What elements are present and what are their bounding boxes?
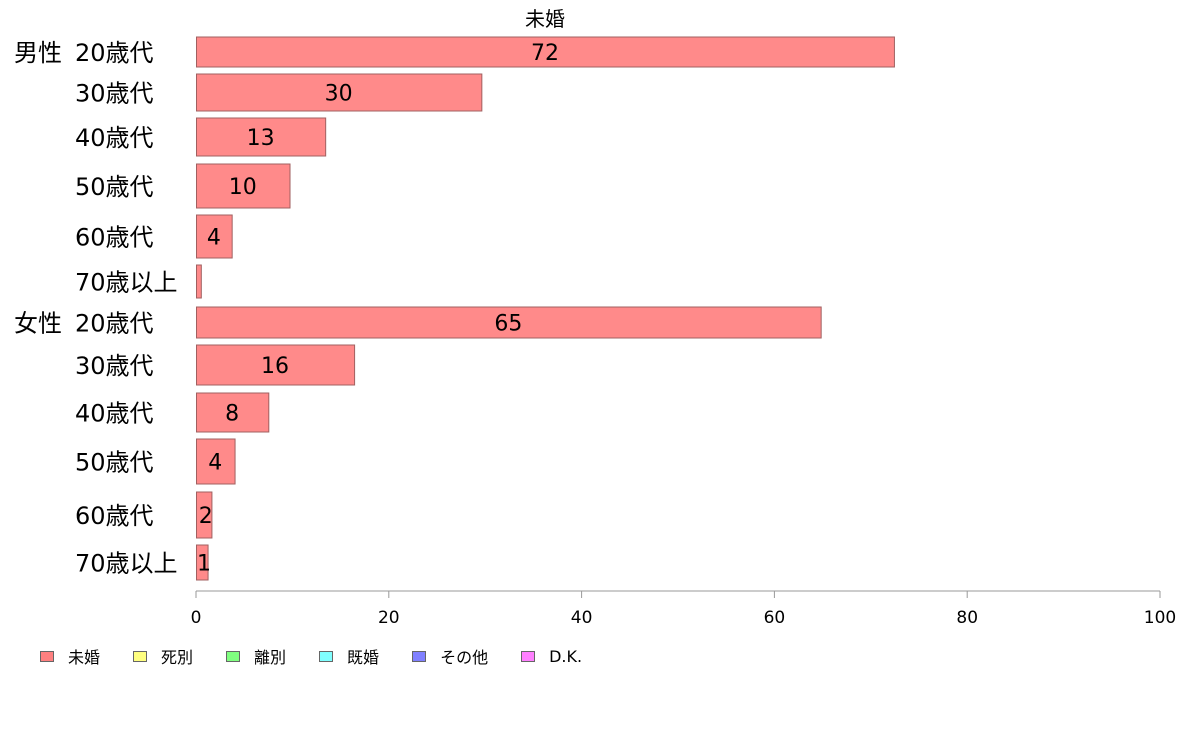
category-label: 20歳代 [75, 39, 154, 67]
data-label: 2 [199, 504, 213, 529]
data-label: 30 [325, 82, 353, 107]
chart-title: 未婚 [525, 7, 565, 31]
legend-label: 未婚 [68, 648, 101, 667]
bar [196, 392, 270, 433]
legend-item: 既婚 [319, 644, 379, 668]
bar [196, 306, 822, 339]
bar [196, 491, 213, 539]
x-tick-label: 60 [764, 608, 786, 628]
legend-label: 既婚 [347, 648, 380, 667]
group-label: 男性 [14, 39, 62, 67]
category-label: 70歳以上 [75, 550, 178, 578]
data-label: 8 [225, 402, 239, 427]
category-label: 20歳代 [75, 310, 154, 338]
legend-item: 離別 [226, 644, 286, 668]
bar [196, 264, 202, 299]
category-label: 50歳代 [75, 173, 154, 201]
category-label: 40歳代 [75, 400, 154, 428]
legend: 未婚 死別 離別 既婚 その他 D.K. [40, 644, 615, 668]
x-tick-label: 40 [571, 608, 593, 628]
x-tick-label: 20 [378, 608, 400, 628]
category-label: 30歳代 [75, 80, 154, 108]
category-label: 70歳以上 [75, 269, 178, 297]
category-label: 30歳代 [75, 352, 154, 380]
bar [196, 214, 233, 259]
x-tick-label: 80 [956, 608, 978, 628]
x-axis: 0 20 40 60 80 100 [191, 590, 1176, 628]
data-label: 4 [207, 226, 221, 251]
legend-swatch [412, 650, 427, 662]
category-label: 40歳代 [75, 124, 154, 152]
bar [196, 438, 236, 485]
data-label: 72 [531, 41, 559, 66]
legend-label: D.K. [549, 646, 583, 666]
group-label: 女性 [14, 310, 62, 338]
bar [196, 163, 291, 209]
x-tick-label: 100 [1144, 608, 1176, 628]
legend-swatch [226, 650, 241, 662]
data-label: 1 [197, 552, 211, 577]
legend-item: その他 [412, 644, 488, 668]
data-label: 13 [247, 126, 275, 151]
bar [196, 36, 895, 68]
data-label: 4 [208, 451, 222, 476]
category-label: 50歳代 [75, 449, 154, 477]
legend-swatch [133, 650, 148, 662]
legend-swatch [319, 650, 334, 662]
bar [196, 73, 483, 112]
data-label: 16 [261, 354, 289, 379]
category-label: 60歳代 [75, 224, 154, 252]
legend-label: その他 [440, 648, 489, 667]
data-label: 65 [494, 312, 522, 337]
category-labels-layer: 20歳代男性30歳代40歳代50歳代60歳代70歳以上20歳代女性30歳代40歳… [14, 39, 178, 578]
category-label: 60歳代 [75, 502, 154, 530]
data-label: 10 [229, 175, 257, 200]
legend-item: D.K. [521, 647, 582, 666]
bar [196, 117, 327, 157]
legend-label: 離別 [254, 648, 287, 667]
legend-label: 死別 [161, 648, 194, 667]
legend-swatch [521, 650, 536, 662]
x-tick-label: 0 [191, 608, 202, 628]
bar [196, 344, 356, 386]
legend-swatch [40, 650, 54, 662]
bar [196, 544, 209, 581]
legend-item: 死別 [133, 644, 193, 668]
legend-item: 未婚 [40, 644, 100, 668]
